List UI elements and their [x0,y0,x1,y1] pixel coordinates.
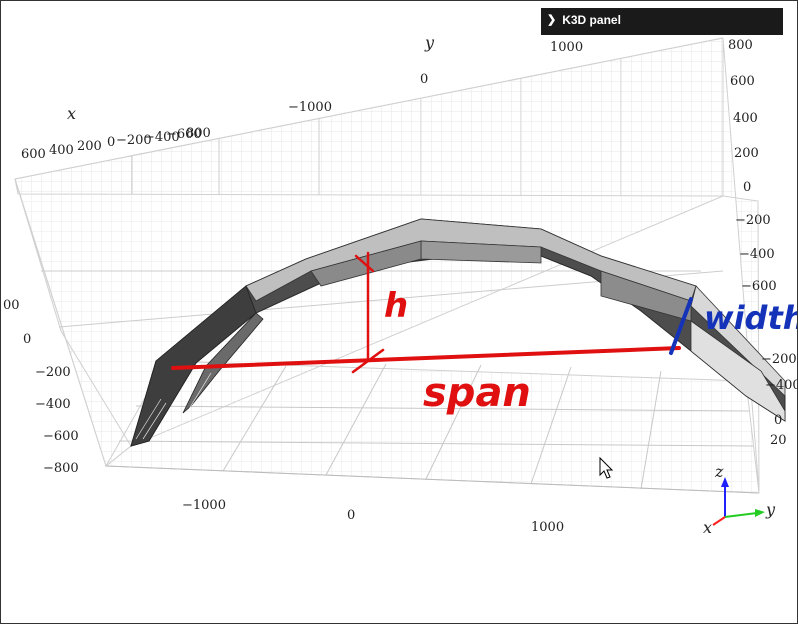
span-annotation: span [171,346,681,416]
top-x-axis-ticks: 600 400 200 0 −200 −400 −600 800 [21,126,211,162]
chevron-right-icon: ❯ [547,14,557,26]
gizmo-y-label: y [765,500,776,519]
tick-label: −400 [35,397,71,412]
tick-label: 1000 [531,520,564,535]
tick-label: −1000 [288,100,332,115]
mouse-cursor-icon [599,456,614,479]
right-z-axis-ticks: 800 600 400 200 0 −200 −400 −600 [728,38,777,294]
tick-label: −400 [144,130,180,145]
tick-label: 20 [770,433,787,448]
k3d-panel-toggle[interactable]: ❯ K3D panel [541,8,783,35]
tick-label: −1000 [182,498,226,513]
tick-label: 600 [730,74,755,89]
tick-label: −400 [739,247,775,262]
tick-label: −200 [35,365,71,380]
top-y-axis-ticks: −1000 0 1000 [288,40,583,115]
tick-label: −600 [43,429,79,444]
tick-label: −600 [741,279,777,294]
tick-label: 0 [743,180,751,195]
tick-label: 200 [734,146,759,161]
left-z-axis-ticks: 00 0 −200 −400 −600 −800 [3,298,79,476]
height-label: h [384,286,408,326]
gizmo-x-label: x [703,518,712,537]
orientation-gizmo[interactable]: z y x [703,462,776,537]
x-axis-arrow [712,516,726,526]
tick-label: −800 [43,461,79,476]
gizmo-z-label: z [714,462,724,481]
tick-label: −200 [761,352,797,367]
tick-label: 0 [23,332,31,347]
y-axis-arrow [724,512,758,518]
panel-title: K3D panel [562,13,621,27]
tick-label: 800 [728,38,753,53]
tick-label: 1000 [550,40,583,55]
width-label: width [704,299,798,337]
tick-label: 400 [733,111,758,126]
x-axis-title: x [67,104,76,123]
tick-label: −600 [166,127,202,142]
tick-label: 0 [774,413,782,428]
span-label: span [423,370,531,416]
tick-label: 00 [3,298,20,313]
tick-label: −200 [116,133,152,148]
tick-label: −400 [765,378,798,393]
tick-label: 200 [77,139,102,154]
tick-label: −200 [735,213,771,228]
width-annotation: width [669,297,798,355]
tick-label: 0 [107,135,115,150]
height-annotation: h [351,251,408,374]
bottom-y-axis-ticks: −1000 0 1000 [182,498,564,535]
tick-label: 600 [21,147,46,162]
tick-label: 0 [347,508,355,523]
tick-label: 800 [186,126,211,141]
tick-label: 0 [420,72,428,87]
y-axis-title: y [424,33,435,52]
tick-label: 400 [49,143,74,158]
right-cut-ticks: −200 −400 0 20 [761,352,798,448]
